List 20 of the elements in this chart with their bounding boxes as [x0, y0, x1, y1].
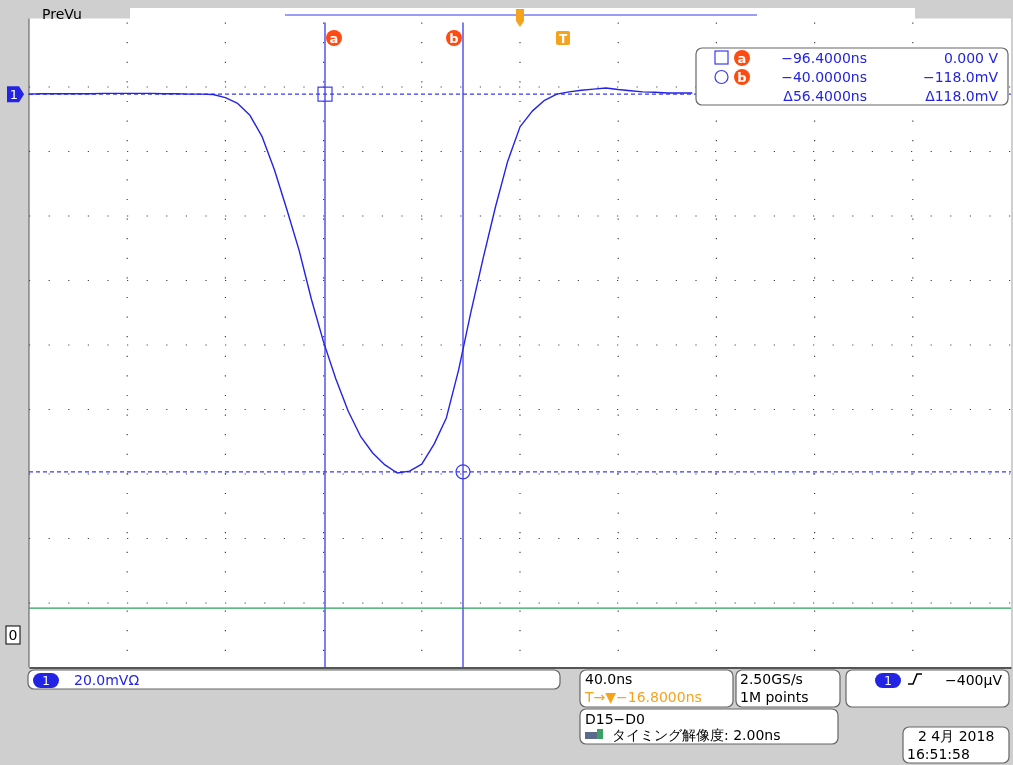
annotation: Δ56.4000ns	[783, 88, 867, 104]
text: −40.0000ns	[781, 69, 867, 85]
text: D15−D0	[585, 711, 646, 727]
text: 1	[9, 87, 19, 103]
text: 1M points	[740, 689, 809, 705]
text: 1	[42, 674, 50, 688]
text: 16:51:58	[907, 746, 970, 762]
annotation: Δ118.0mV	[925, 88, 999, 104]
text: 20.0mVΩ	[74, 672, 140, 688]
text: −118.0mV	[922, 69, 999, 85]
text: T→▼−16.8000ns	[584, 689, 702, 705]
text: 2 4月 2018	[918, 728, 995, 744]
text: −96.4000ns	[781, 50, 867, 66]
text: タイミング解像度: 2.00ns	[612, 727, 781, 743]
text: 2.50GS/s	[740, 671, 803, 687]
text: 0.000 V	[943, 50, 999, 66]
text: 40.0ns	[585, 671, 633, 687]
text: PreVu	[42, 6, 82, 22]
text: 1	[884, 674, 892, 688]
text: −400µV	[945, 672, 1003, 688]
